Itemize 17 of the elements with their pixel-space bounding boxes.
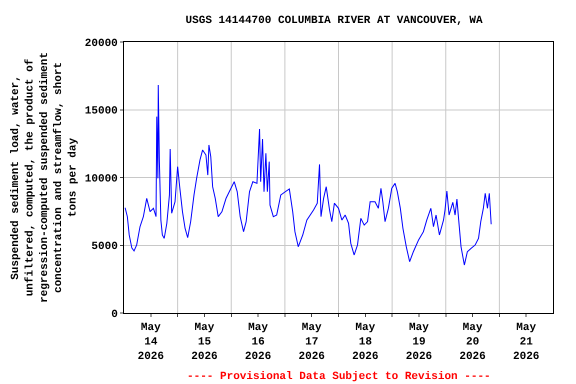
y-tick-label: 20000 (84, 38, 118, 50)
y-tick-label: 5000 (91, 241, 118, 254)
chart-title: USGS 14144700 COLUMBIA RIVER AT VANCOUVER, WA (186, 15, 483, 28)
x-tick-label: May 20 2026 (459, 322, 486, 363)
text: ---- Provisional Data Subject to Revision ---- (187, 371, 491, 383)
y-tick-label: 0 (111, 308, 118, 321)
x-tick-label: May 14 2026 (138, 322, 164, 363)
x-tick-label: May 15 2026 (191, 322, 218, 363)
x-tick-label: May 18 2026 (352, 322, 379, 363)
x-tick-label: May 21 2026 (512, 322, 540, 363)
y-tick-label: 10000 (84, 173, 118, 186)
x-tick-label: May 16 2026 (244, 322, 272, 363)
y-tick-label: 15000 (84, 106, 118, 118)
x-tick-label: May 19 2026 (406, 322, 432, 363)
x-tick-label: May 17 2026 (298, 322, 325, 363)
line-series (124, 84, 492, 266)
y-axis-title: Suspended sediment load, water, unfiltered, computed, the product of regression-computed suspended sediment concentration and streamflow, short tons per day (10, 52, 80, 303)
